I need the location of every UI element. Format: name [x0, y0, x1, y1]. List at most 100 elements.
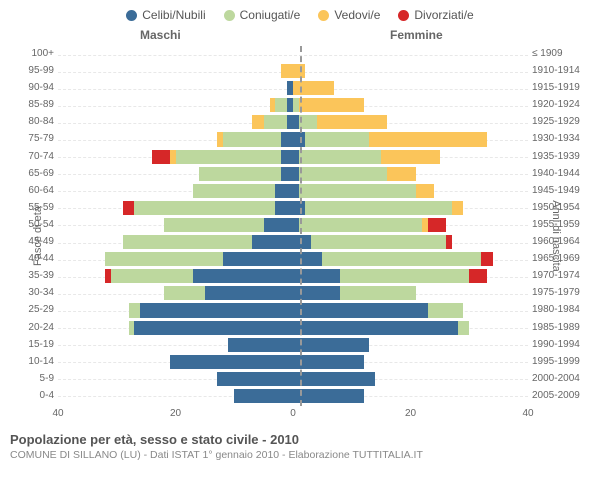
- chart-footer: Popolazione per età, sesso e stato civil…: [10, 432, 590, 461]
- seg-con: [111, 269, 193, 283]
- female-bar: [293, 47, 528, 61]
- legend-item: Vedovi/e: [318, 8, 380, 22]
- age-row: 5-92000-2004: [58, 371, 528, 388]
- header-female: Femmine: [390, 28, 443, 42]
- female-bar: [293, 201, 528, 215]
- age-label: 5-9: [16, 373, 54, 384]
- legend-item: Divorziati/e: [398, 8, 473, 22]
- birth-label: 1920-1924: [532, 99, 590, 110]
- seg-con: [299, 218, 422, 232]
- birth-label: 1975-1979: [532, 287, 590, 298]
- male-bar: [58, 269, 293, 283]
- age-row: 90-941915-1919: [58, 80, 528, 97]
- seg-con: [176, 150, 282, 164]
- seg-cel: [140, 303, 293, 317]
- seg-con: [311, 235, 446, 249]
- age-label: 10-14: [16, 356, 54, 367]
- population-pyramid-chart: Celibi/NubiliConiugati/eVedovi/eDivorzia…: [0, 0, 600, 500]
- seg-con: [299, 184, 417, 198]
- birth-label: 1970-1974: [532, 270, 590, 281]
- seg-div: [152, 150, 170, 164]
- female-bar: [293, 389, 528, 403]
- female-bar: [293, 252, 528, 266]
- seg-con: [322, 252, 481, 266]
- female-bar: [293, 64, 528, 78]
- age-row: 25-291980-1984: [58, 302, 528, 319]
- seg-ved: [281, 64, 293, 78]
- male-bar: [58, 372, 293, 386]
- female-bar: [293, 98, 528, 112]
- seg-cel: [293, 132, 305, 146]
- birth-label: 1935-1939: [532, 151, 590, 162]
- female-bar: [293, 338, 528, 352]
- seg-cel: [134, 321, 293, 335]
- legend-swatch: [224, 10, 235, 21]
- birth-label: 1930-1934: [532, 133, 590, 144]
- age-label: 75-79: [16, 133, 54, 144]
- chart-subtitle: COMUNE DI SILLANO (LU) - Dati ISTAT 1° g…: [10, 449, 590, 461]
- age-row: 35-391970-1974: [58, 268, 528, 285]
- female-bar: [293, 150, 528, 164]
- gender-headers: Maschi Femmine: [10, 28, 590, 44]
- age-row: 85-891920-1924: [58, 97, 528, 114]
- age-row: 65-691940-1944: [58, 166, 528, 183]
- birth-label: 1950-1954: [532, 202, 590, 213]
- seg-cel: [281, 167, 293, 181]
- birth-label: 1915-1919: [532, 82, 590, 93]
- x-tick: 20: [170, 408, 181, 419]
- male-bar: [58, 132, 293, 146]
- male-bar: [58, 184, 293, 198]
- seg-con: [123, 235, 252, 249]
- seg-cel: [264, 218, 293, 232]
- birth-label: 1945-1949: [532, 185, 590, 196]
- seg-ved: [381, 150, 440, 164]
- x-axis: 402002040: [58, 408, 528, 426]
- seg-con: [134, 201, 275, 215]
- legend-label: Vedovi/e: [334, 8, 380, 22]
- age-row: 70-741935-1939: [58, 149, 528, 166]
- seg-ved: [369, 132, 487, 146]
- seg-cel: [205, 286, 293, 300]
- seg-ved: [416, 184, 434, 198]
- seg-cel: [223, 252, 294, 266]
- birth-label: 1980-1984: [532, 304, 590, 315]
- male-bar: [58, 64, 293, 78]
- age-row: 100+≤ 1909: [58, 46, 528, 63]
- seg-cel: [293, 389, 364, 403]
- legend-swatch: [318, 10, 329, 21]
- male-bar: [58, 338, 293, 352]
- female-bar: [293, 355, 528, 369]
- female-bar: [293, 286, 528, 300]
- chart-title: Popolazione per età, sesso e stato civil…: [10, 432, 590, 447]
- age-row: 40-441965-1969: [58, 251, 528, 268]
- birth-label: 2005-2009: [532, 390, 590, 401]
- female-bar: [293, 218, 528, 232]
- birth-label: 1985-1989: [532, 322, 590, 333]
- seg-con: [305, 132, 370, 146]
- male-bar: [58, 115, 293, 129]
- age-label: 30-34: [16, 287, 54, 298]
- birth-label: 1910-1914: [532, 65, 590, 76]
- age-label: 20-24: [16, 322, 54, 333]
- male-bar: [58, 321, 293, 335]
- seg-con: [340, 286, 416, 300]
- age-label: 45-49: [16, 236, 54, 247]
- seg-con: [105, 252, 223, 266]
- legend-swatch: [126, 10, 137, 21]
- seg-con: [305, 201, 452, 215]
- seg-con: [193, 184, 275, 198]
- legend-item: Celibi/Nubili: [126, 8, 205, 22]
- legend-swatch: [398, 10, 409, 21]
- birth-label: 1965-1969: [532, 253, 590, 264]
- seg-cel: [193, 269, 293, 283]
- birth-label: 1995-1999: [532, 356, 590, 367]
- seg-con: [164, 286, 205, 300]
- x-tick: 40: [52, 408, 63, 419]
- age-label: 50-54: [16, 219, 54, 230]
- center-line: [300, 46, 302, 406]
- legend-label: Celibi/Nubili: [142, 8, 205, 22]
- seg-div: [481, 252, 493, 266]
- seg-cel: [281, 150, 293, 164]
- rows-container: 100+≤ 190995-991910-191490-941915-191985…: [58, 46, 528, 406]
- seg-ved: [252, 115, 264, 129]
